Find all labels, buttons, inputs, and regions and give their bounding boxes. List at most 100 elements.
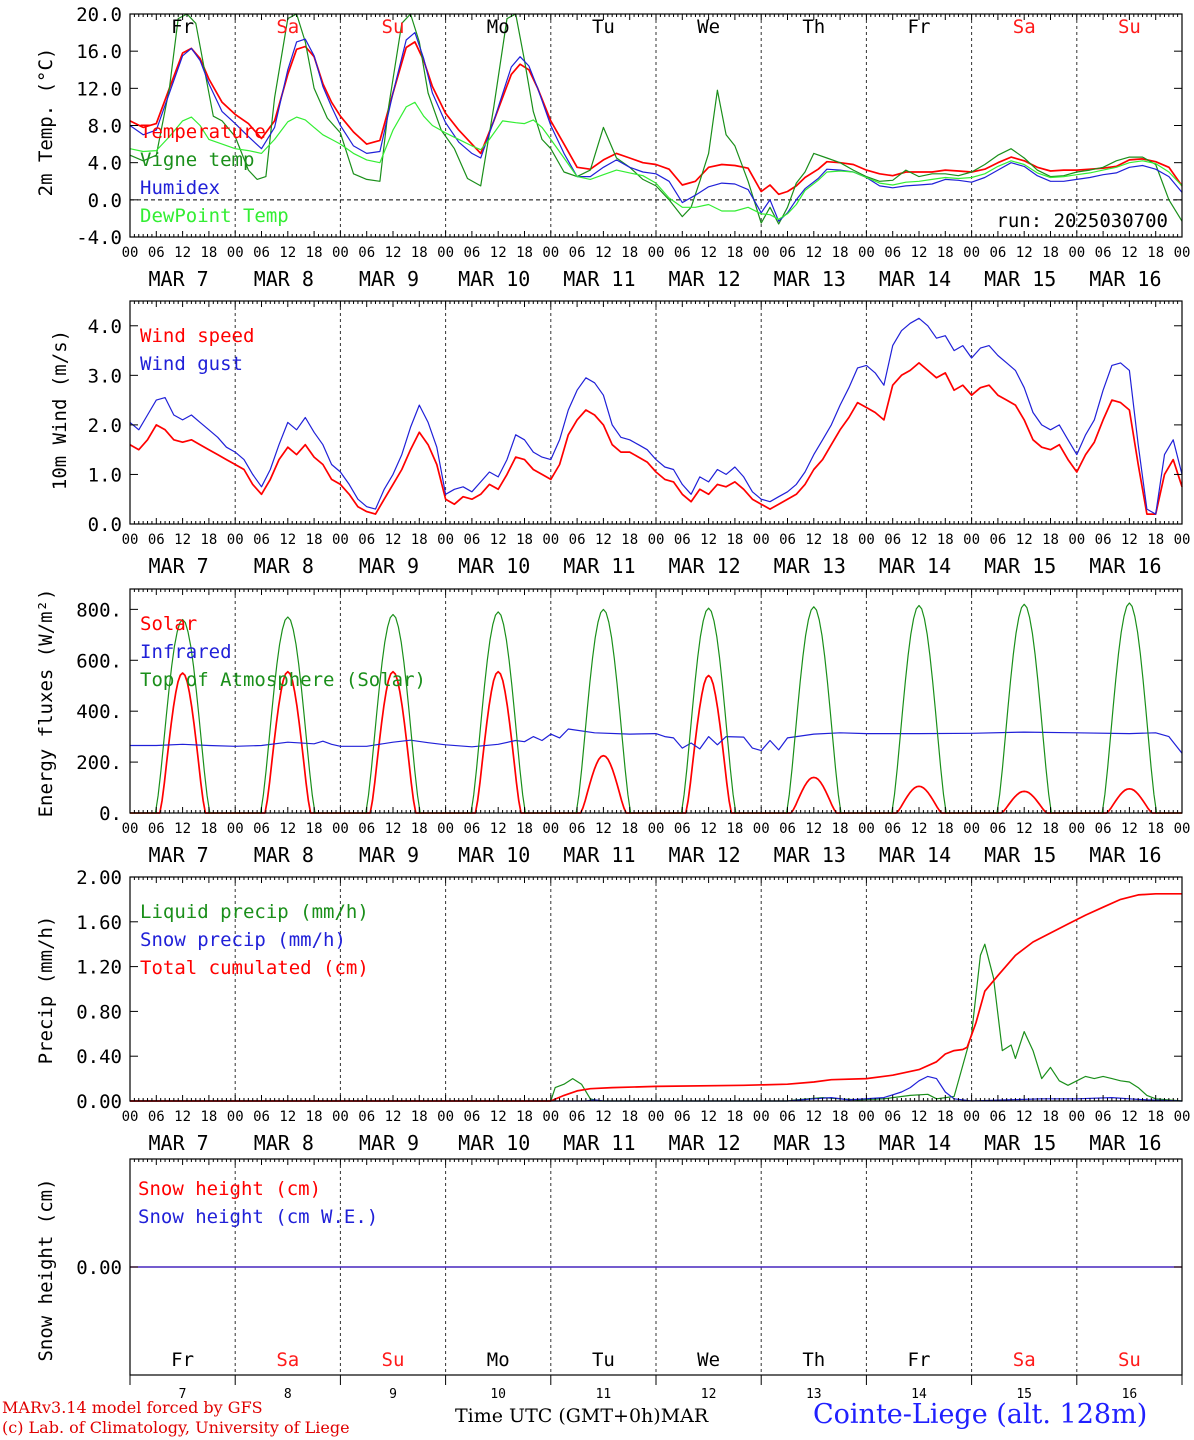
wind-day-grid [234,301,1078,524]
wind-x-axis: 00 06 12 18 MAR 7 00 06 12 18 MAR 8 00 06 12 18 MAR 9 0… [122,532,1191,578]
wind-hour-label: 06 [779,532,796,548]
precip-date-label: MAR 14 [879,1131,951,1155]
precip-hour-label: 18 [937,1109,954,1125]
energy-hour-label: 06 [148,821,165,837]
energy-hour-label: 12 [805,821,822,837]
temp-hour-label: 12 [595,245,612,261]
wind-hour-label: 06 [884,532,901,548]
temp-hour-label: 18 [200,245,217,261]
snow-ytick-label: 0.00 [76,1257,122,1279]
precip-ytick-label: 0.80 [76,1001,122,1023]
x-axis-title-text: Time UTC (GMT+0h) [455,1405,661,1427]
temp-day-name: Su [382,16,405,38]
temp-series-temperature [129,41,1183,196]
energy-hour-label: 00 [858,821,875,837]
precip-date-label: MAR 15 [984,1131,1056,1155]
energy-hour-label: 12 [911,821,928,837]
wind-hour-label: 00 [437,532,454,548]
temp-hour-label: 12 [385,245,402,261]
wind-date-label: MAR 9 [359,554,419,578]
precip-hour-label: 00 [1174,1109,1191,1125]
temp-day-name: Mo [487,16,510,38]
snow-legend-entry: Snow height (cm) [138,1178,321,1200]
temp-legend-entry: Vigne temp [140,149,254,171]
wind-date-label: MAR 16 [1089,554,1161,578]
station-name: Cointe-Liege (alt. 128m) [813,1399,1148,1430]
energy-y-axis: 0. 200. 400. 600. 800. [76,599,1182,825]
energy-hour-label: 00 [1068,821,1085,837]
energy-hour-label: 18 [411,821,428,837]
temp-hour-label: 18 [726,245,743,261]
precip-legend: Liquid precip (mm/h) Snow precip (mm/h) To… [140,901,369,979]
temp-hour-label: 06 [884,245,901,261]
wind-hour-label: 06 [358,532,375,548]
precip-legend-entry: Total cumulated (cm) [140,957,369,979]
energy-hour-label: 12 [700,821,717,837]
snow-day-name: Su [1118,1349,1141,1371]
energy-legend-entry: Infrared [140,641,232,663]
snow-day-number: 7 [179,1387,187,1402]
precip-ytick-label: 0.40 [76,1046,122,1068]
energy-date-label: MAR 14 [879,843,951,867]
energy-legend-entry: Top of Atmosphere (Solar) [140,669,426,691]
snow-day-number: 9 [389,1387,397,1402]
wind-date-label: MAR 15 [984,554,1056,578]
wind-y-axis: 0.0 1.0 2.0 3.0 4.0 [88,316,1182,536]
snow-legend-entry: Snow height (cm W.E.) [138,1206,378,1228]
temp-hour-label: 12 [805,245,822,261]
precip-hour-label: 00 [648,1109,665,1125]
energy-hour-label: 18 [306,821,323,837]
precip-hour-label: 12 [490,1109,507,1125]
precip-hour-label: 06 [463,1109,480,1125]
temp-hour-label: 00 [1068,245,1085,261]
temp-date-label: MAR 11 [563,267,635,291]
panel-snow: 0.00 Snow height (cm) Snow height (cm W.E… [35,1158,1183,1402]
wind-frame [129,300,1183,525]
snow-day-number: 12 [701,1387,717,1402]
precip-day-grid [234,877,1078,1101]
energy-legend: Solar Infrared Top of Atmosphere (Solar) [140,613,426,691]
temp-x-axis: 00 06 12 18 MAR 7 00 06 12 18 MAR 8 00 06 12 18 MAR 9 0… [122,245,1191,291]
wind-hour-label: 06 [148,532,165,548]
energy-hour-label: 12 [1016,821,1033,837]
precip-x-axis: 00 06 12 18 MAR 7 00 06 12 18 MAR 8 00 06 12 18 MAR 9 0… [122,1109,1191,1155]
x-axis-month: MAR [660,1405,709,1427]
energy-hour-label: 06 [463,821,480,837]
wind-hour-label: 12 [595,532,612,548]
wind-hour-label: 18 [200,532,217,548]
energy-ytick-label: 800. [76,599,122,621]
wind-hour-label: 18 [937,532,954,548]
temp-day-name: We [697,16,720,38]
precip-series-total-cumulated-cm [130,892,1182,1102]
precip-y-axis: 0.00 0.40 0.80 1.20 1.60 2.00 [76,867,1182,1113]
temp-ytick-label: 16.0 [76,41,122,63]
precip-hour-label: 06 [884,1109,901,1125]
temp-date-label: MAR 12 [668,267,740,291]
precip-hour-label: 06 [674,1109,691,1125]
energy-hour-label: 06 [989,821,1006,837]
temp-day-name: Fr [171,16,194,38]
snow-day-name: Fr [171,1349,194,1371]
wind-hour-label: 12 [805,532,822,548]
wind-hour-label: 12 [490,532,507,548]
precip-frame [129,876,1183,1102]
energy-date-label: MAR 11 [563,843,635,867]
precip-date-label: MAR 10 [458,1131,530,1155]
temp-hour-label: 00 [437,245,454,261]
temp-hour-label: 18 [411,245,428,261]
temp-hour-label: 06 [989,245,1006,261]
wind-hour-label: 12 [911,532,928,548]
wind-ytick-label: 2.0 [88,415,122,437]
energy-hour-label: 00 [1174,821,1191,837]
temp-ytick-label: -4.0 [76,227,122,249]
snow-day-number: 11 [596,1387,612,1402]
snow-day-number: 15 [1016,1387,1032,1402]
wind-hour-label: 18 [726,532,743,548]
energy-legend-entry: Solar [140,613,197,635]
energy-hour-label: 18 [832,821,849,837]
x-axis-title: Time UTC (GMT+0h)MAR [455,1405,708,1427]
temp-hour-label: 12 [174,245,191,261]
temp-ytick-label: 8.0 [88,116,122,138]
energy-hour-label: 18 [621,821,638,837]
snow-day-name: Su [382,1349,405,1371]
